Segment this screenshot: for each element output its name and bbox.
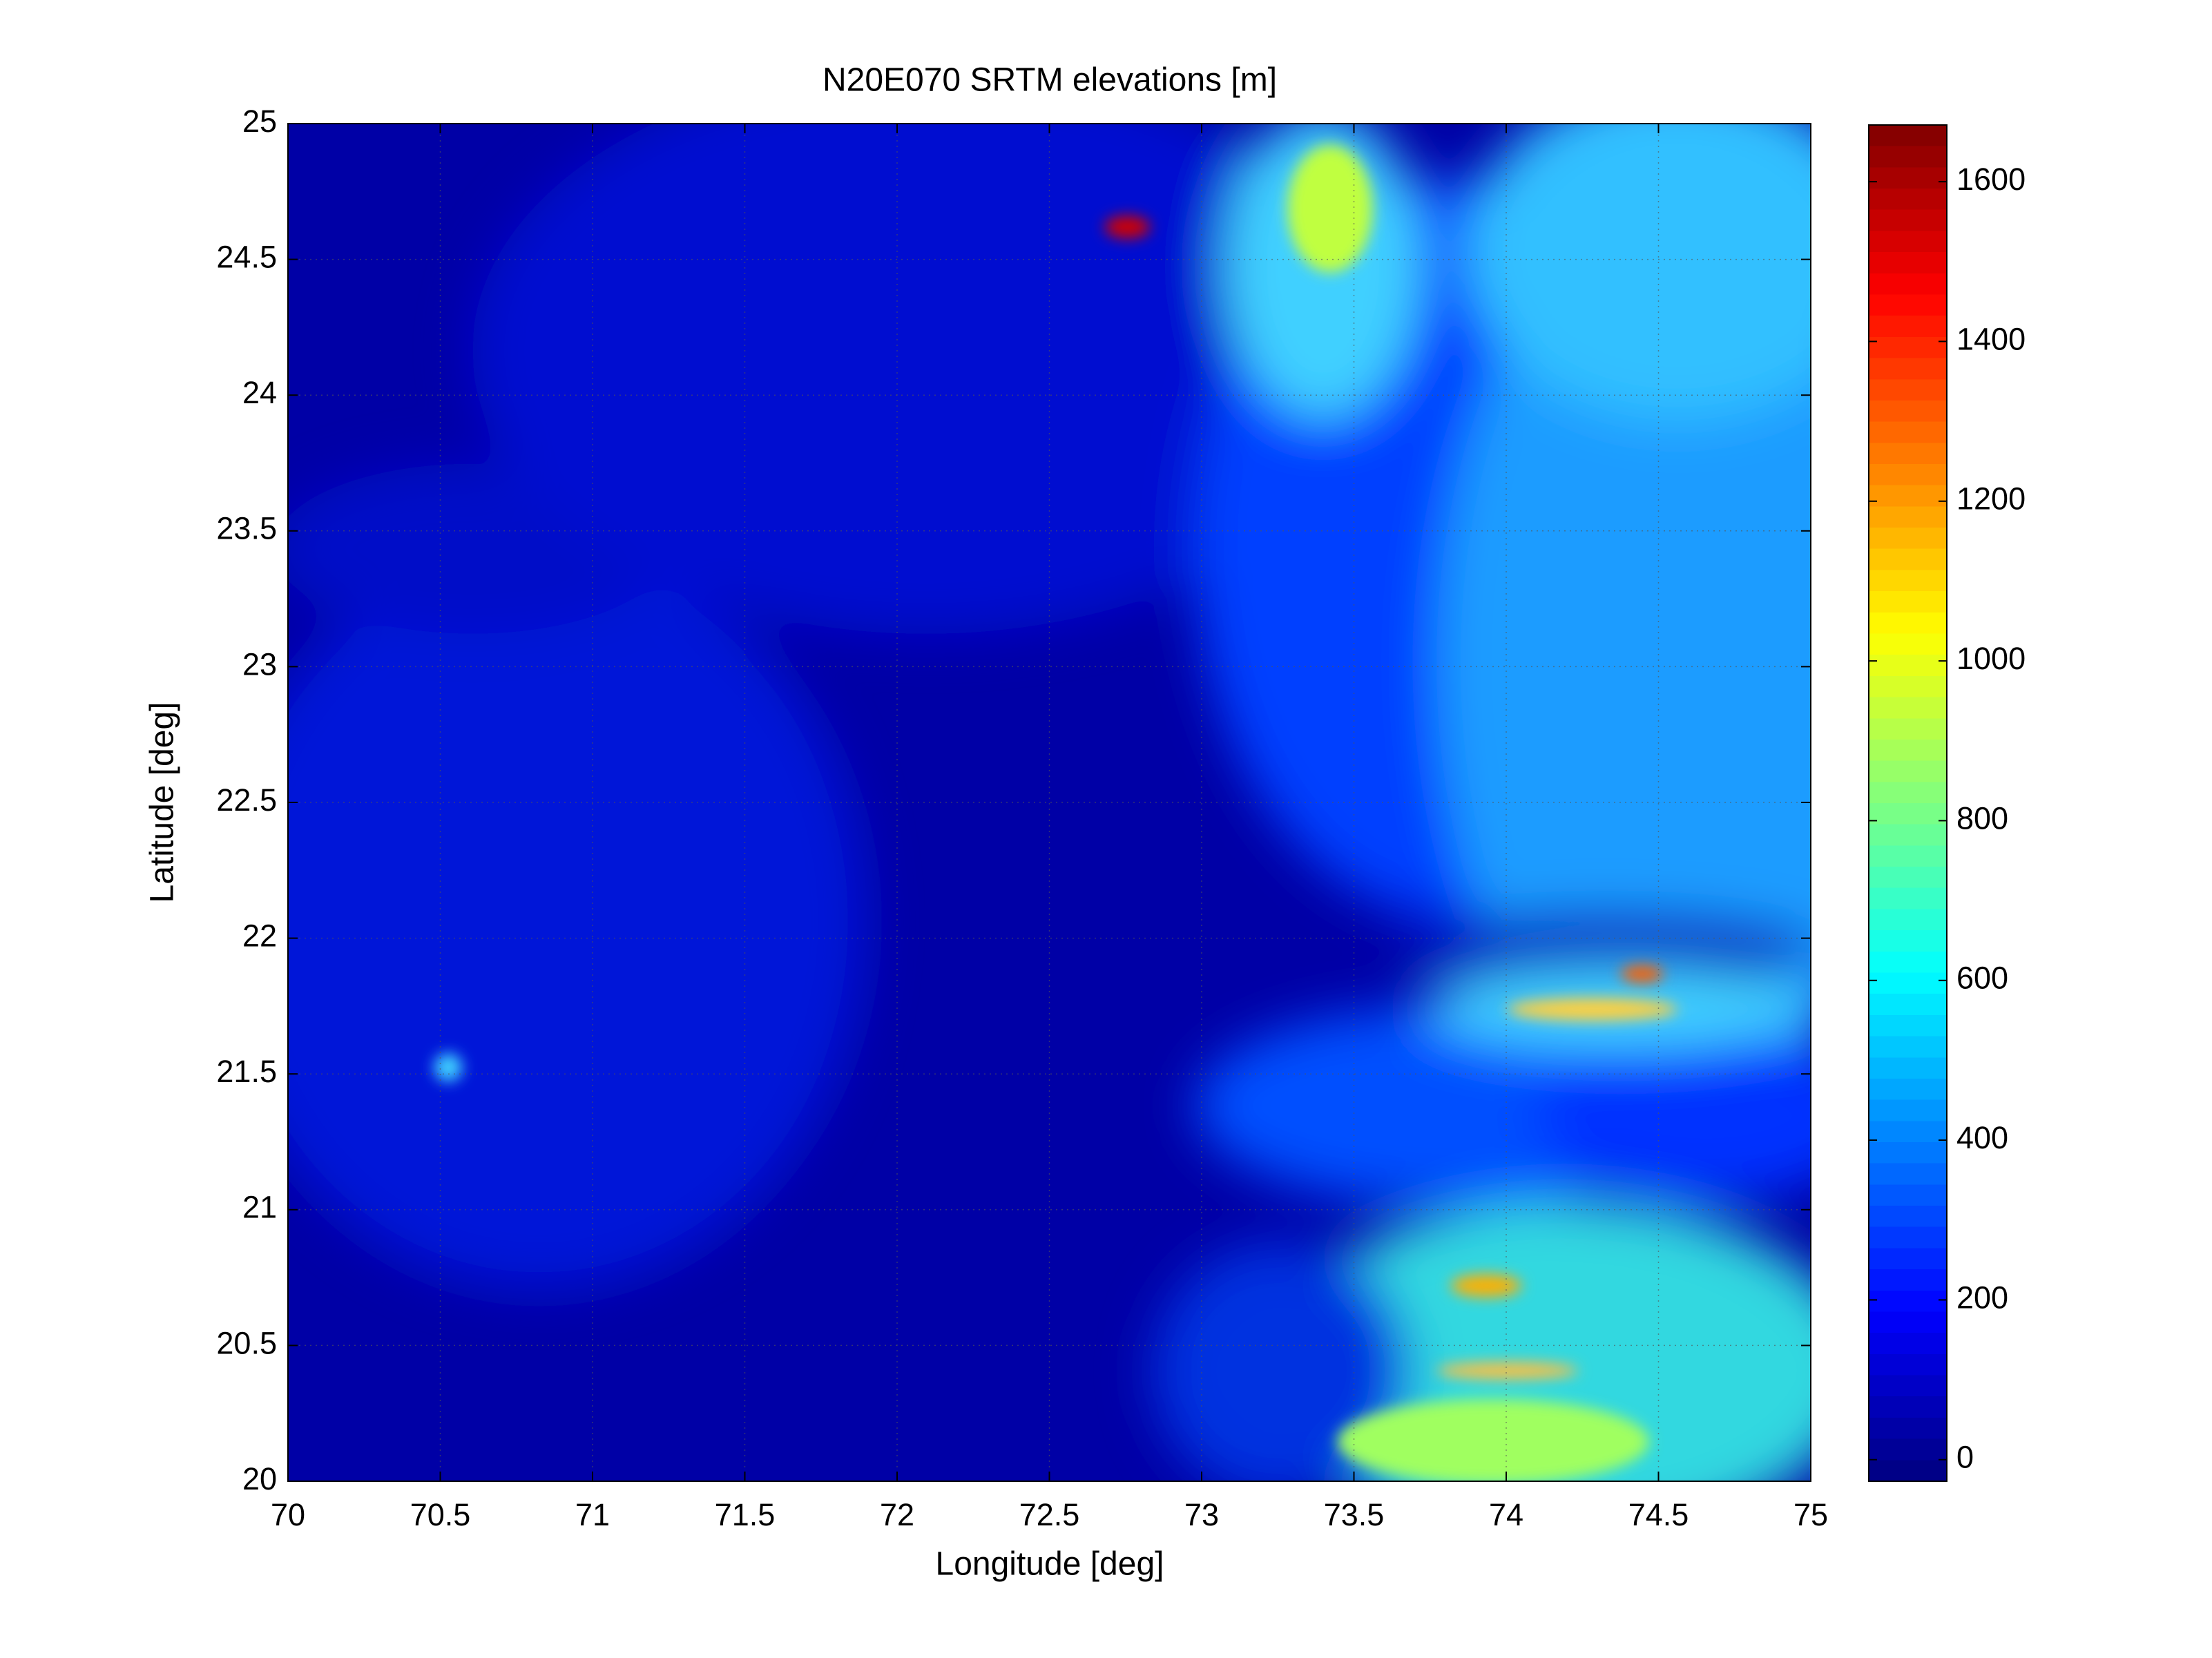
colorbar-tick-label: 200 — [1956, 1280, 2008, 1315]
x-tick-label: 71.5 — [715, 1497, 776, 1532]
y-tick-label: 20 — [242, 1461, 277, 1496]
colorbar-tick-label: 1200 — [1956, 481, 2026, 517]
y-tick-label: 22.5 — [216, 782, 277, 818]
x-tick-label: 72.5 — [1019, 1497, 1080, 1532]
colorbar-tick-label: 1600 — [1956, 162, 2026, 197]
x-tick-label: 73 — [1184, 1497, 1219, 1532]
x-tick-label: 74.5 — [1628, 1497, 1689, 1532]
x-tick-label: 70 — [271, 1497, 305, 1532]
x-tick-label: 72 — [880, 1497, 914, 1532]
x-tick-label: 71 — [575, 1497, 610, 1532]
x-tick-label: 70.5 — [410, 1497, 471, 1532]
x-tick-label: 73.5 — [1324, 1497, 1385, 1532]
y-tick-label: 20.5 — [216, 1325, 277, 1360]
colorbar-tick-label: 800 — [1956, 800, 2008, 836]
colorbar-tick-label: 0 — [1956, 1440, 1974, 1475]
colorbar — [1868, 124, 1947, 1482]
colorbar-tick-label: 1000 — [1956, 641, 2026, 676]
y-tick-label: 23.5 — [216, 511, 277, 546]
x-axis-label: Longitude [deg] — [936, 1546, 1164, 1583]
y-axis-label: Latitude [deg] — [144, 702, 181, 903]
y-tick-label: 23 — [242, 646, 277, 682]
colorbar-tick-label: 400 — [1956, 1120, 2008, 1155]
x-tick-label: 75 — [1793, 1497, 1828, 1532]
y-tick-label: 25 — [242, 104, 277, 139]
y-tick-label: 24 — [242, 375, 277, 410]
colorbar-tick-label: 600 — [1956, 961, 2008, 996]
x-tick-label: 74 — [1489, 1497, 1523, 1532]
y-tick-label: 24.5 — [216, 239, 277, 274]
elevation-raster — [288, 124, 1811, 1481]
chart-title: N20E070 SRTM elevations [m] — [823, 62, 1277, 99]
y-tick-label: 21 — [242, 1190, 277, 1225]
colorbar-tick-label: 1400 — [1956, 321, 2026, 356]
y-tick-label: 21.5 — [216, 1054, 277, 1089]
y-tick-label: 22 — [242, 918, 277, 953]
